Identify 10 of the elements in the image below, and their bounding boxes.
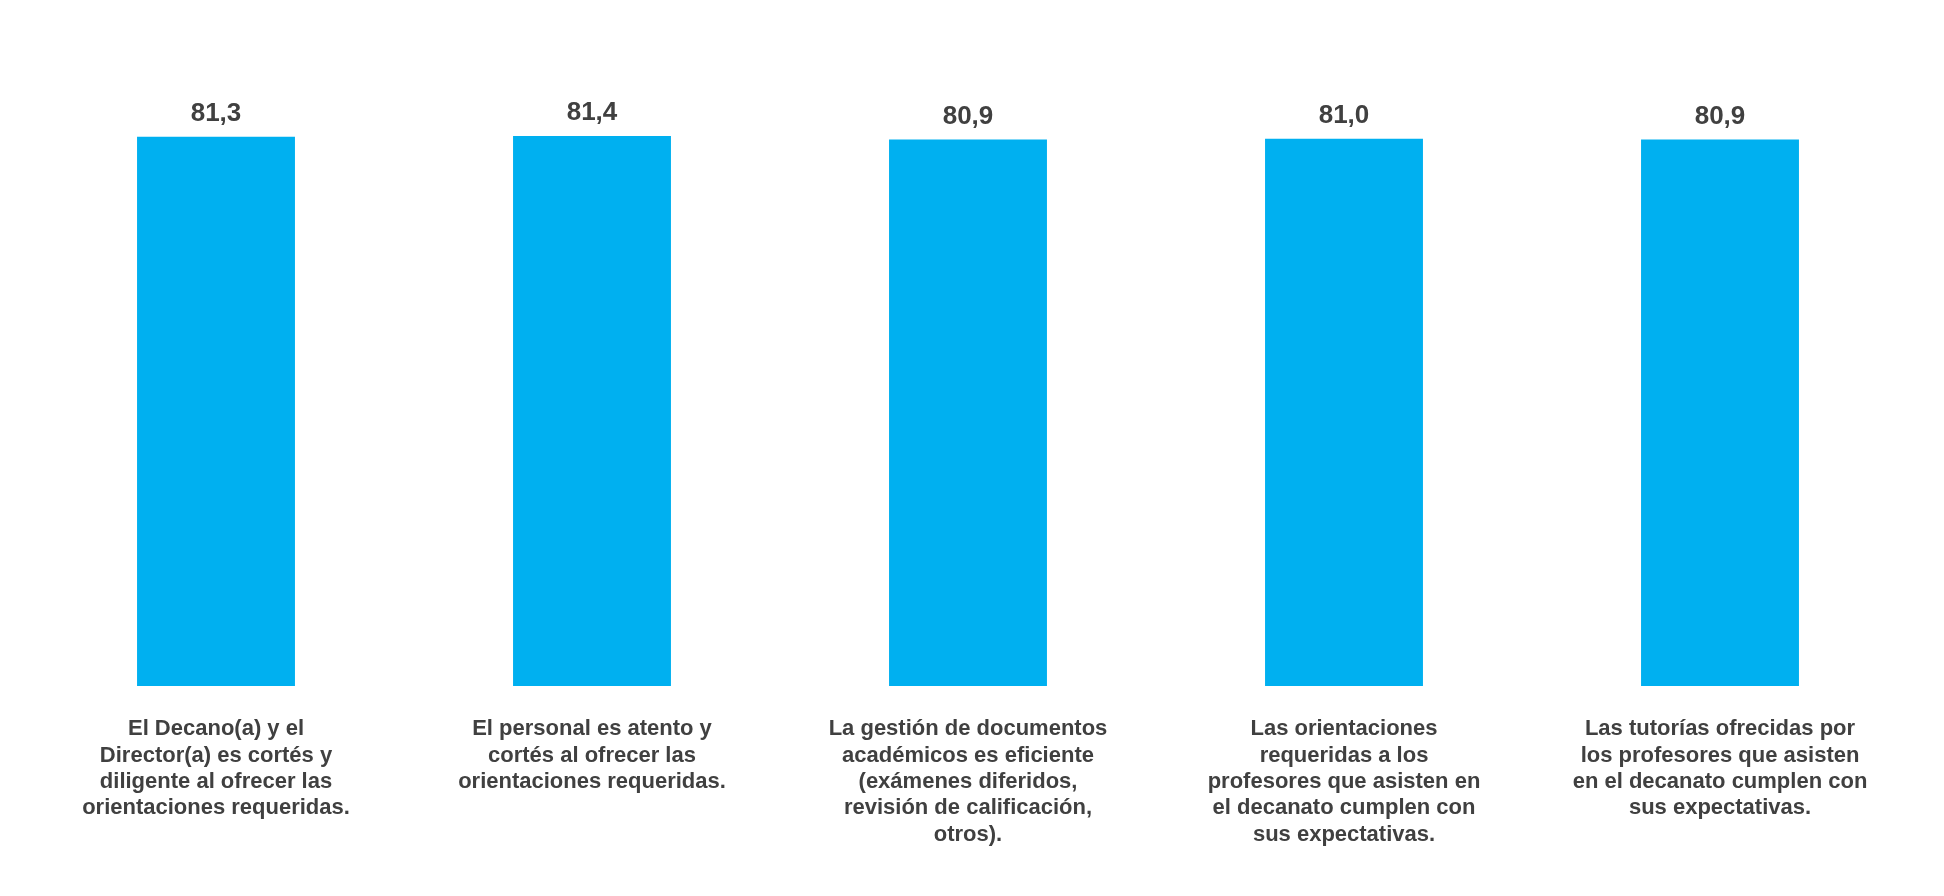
- x-tick-label: El personal es atento y cortés al ofrecer las orientaciones requeridas.: [458, 715, 726, 794]
- x-tick-label: Las tutorías ofrecidas por los profesores que asisten en el decanato cumplen con sus expectativas.: [1572, 715, 1868, 820]
- data-label: 81,4: [566, 96, 618, 127]
- data-label: 81,3: [190, 96, 242, 127]
- x-tick-label: Las orientaciones requeridas a los profesores que asisten en el decanato cumplen con sus expectativas.: [1207, 715, 1481, 846]
- data-label: 80,9: [1694, 99, 1746, 130]
- x-tick-label: El Decano(a) y el Director(a) es cortés y diligente al ofrecer las orientaciones requeridas.: [82, 715, 350, 820]
- x-tick-label: La gestión de documentos académicos es eficiente (exámenes diferidos, revisión de calificación, otros).: [828, 715, 1108, 846]
- data-label: 81,0: [1318, 98, 1370, 129]
- data-label: 80,9: [942, 99, 994, 130]
